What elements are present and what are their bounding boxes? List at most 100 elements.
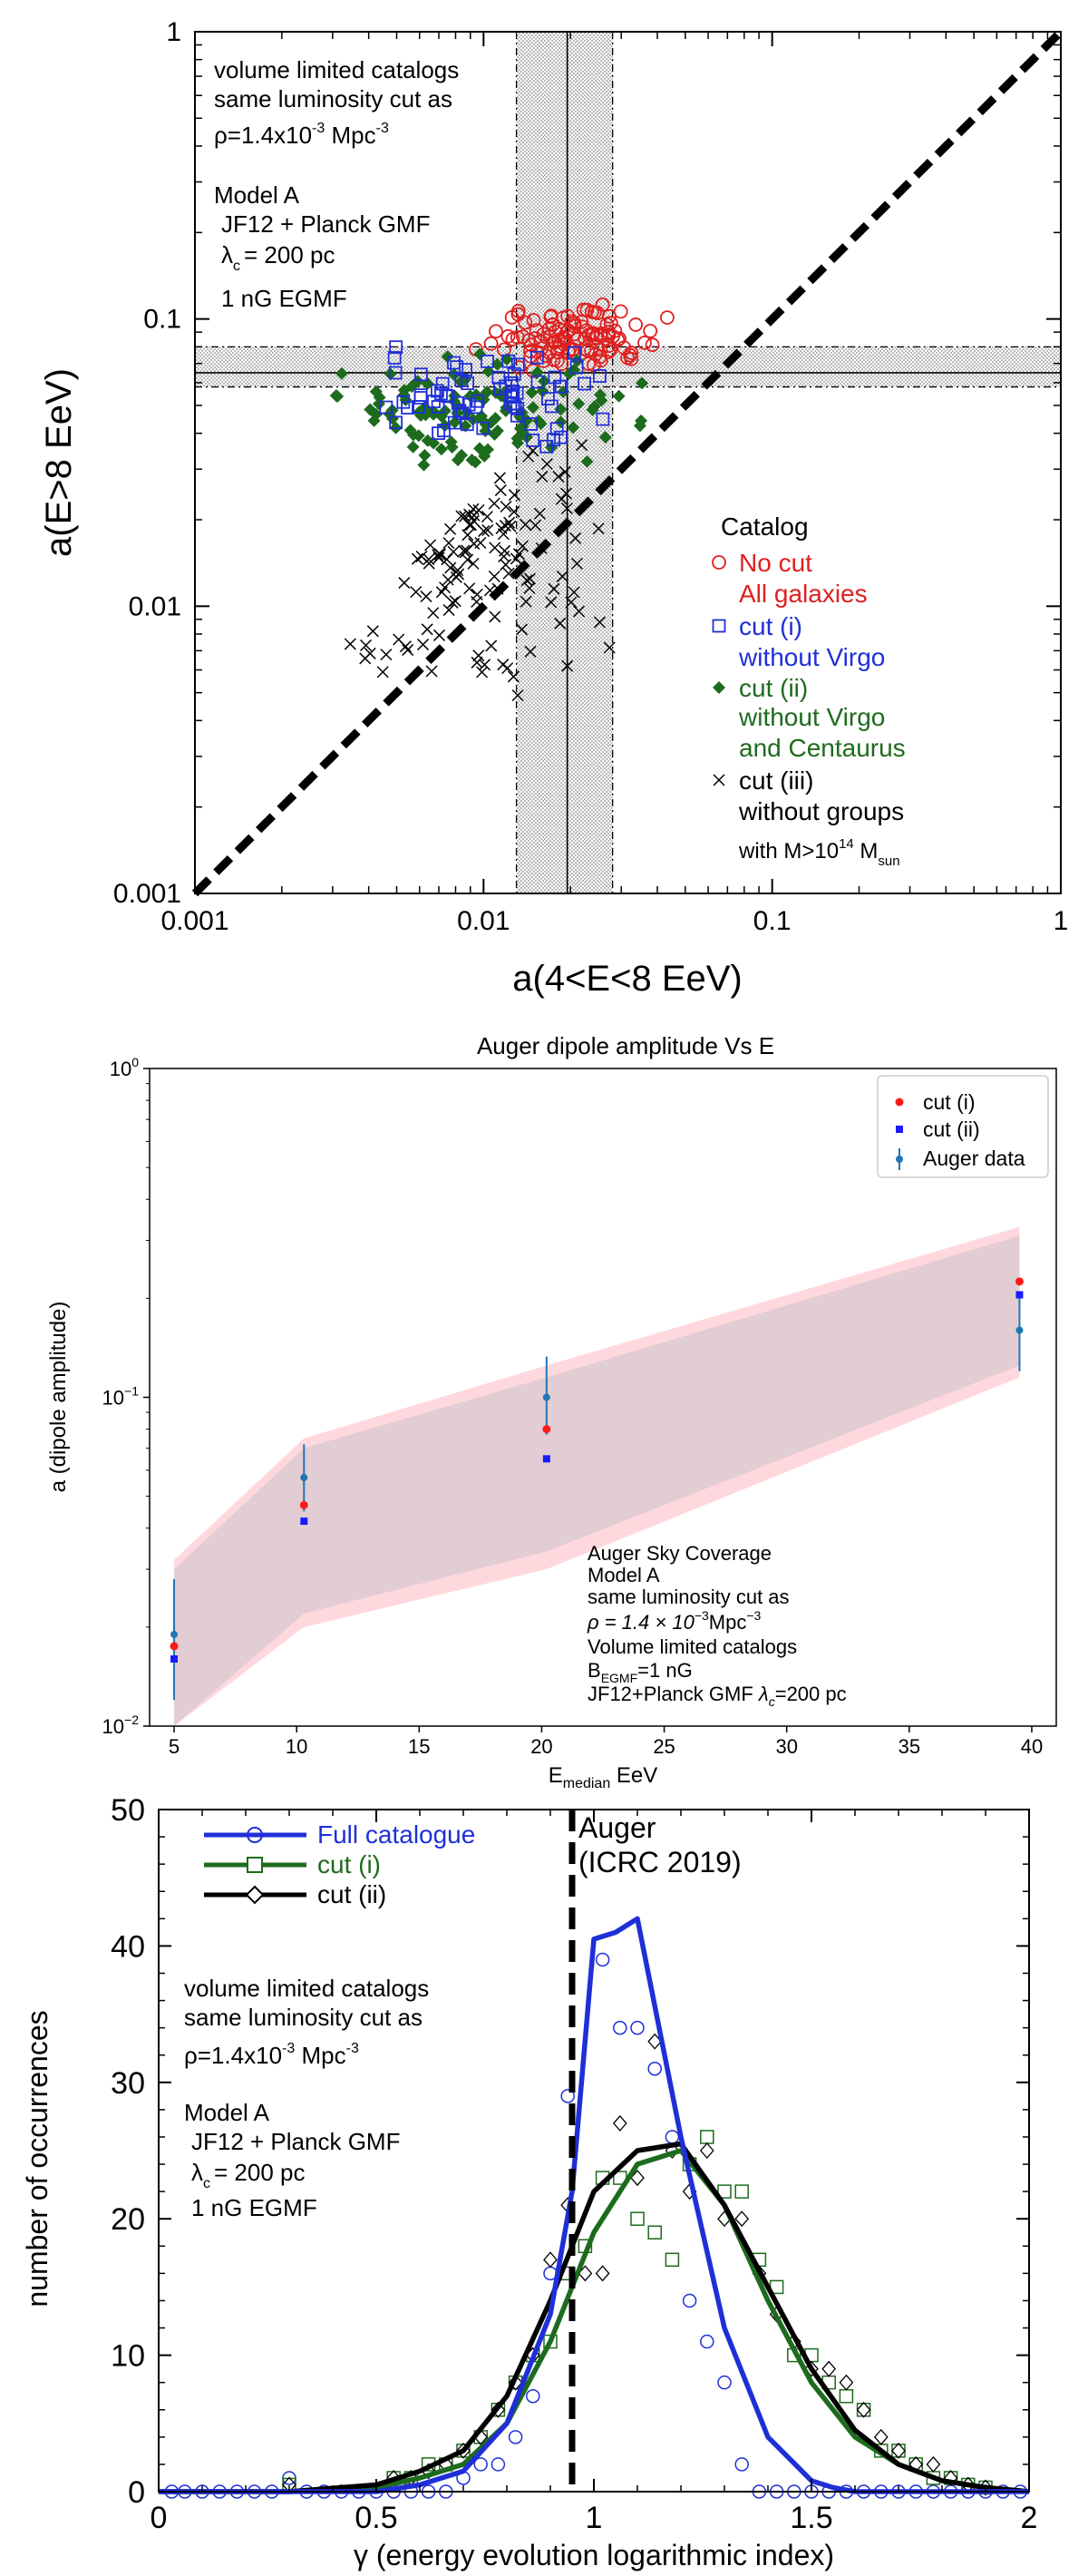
cut-ii-point (300, 1517, 308, 1526)
point-diamond (335, 366, 348, 380)
point-square (499, 379, 513, 394)
legend: Full catalogue cut (i) cut (ii) (204, 1820, 475, 1908)
point-x (519, 518, 532, 531)
point-x (421, 623, 433, 636)
point-x (515, 623, 529, 636)
point-x (545, 596, 558, 609)
point-circle (613, 304, 628, 319)
point-x (529, 519, 542, 532)
point-square (554, 379, 568, 394)
legend-cut-i-marker (247, 1857, 263, 1873)
auger-icrc-label: (ICRC 2019) (578, 1846, 742, 1878)
point-circle (544, 308, 559, 324)
annot-density: ρ = 1.4 × 10−3Mpc−3 (587, 1608, 762, 1634)
y-tick-label: 0.1 (143, 305, 181, 335)
x-tick-label: 2 (1021, 2501, 1038, 2535)
point-x (424, 539, 437, 551)
point-x (417, 639, 430, 651)
auger-point (300, 1473, 308, 1481)
point-diamond (473, 442, 487, 455)
x-tick-label: 40 (1021, 1735, 1043, 1758)
point-diamond (364, 403, 377, 416)
point-diamond (491, 357, 504, 371)
point-circle (603, 342, 617, 357)
point-circle (659, 310, 675, 325)
point-diamond (636, 376, 649, 390)
point-circle (548, 335, 563, 349)
point-x (524, 645, 537, 658)
x-tick-label: 1 (1054, 906, 1069, 936)
legend-auger-label: Auger data (923, 1147, 1025, 1170)
point-x (500, 559, 512, 571)
point-x (556, 570, 568, 583)
text-catalogs: volume limited catalogs (214, 56, 459, 83)
y-tick-label: 1 (166, 17, 181, 47)
point-diamond (491, 424, 504, 437)
point-x (442, 573, 454, 586)
full-point (700, 2334, 714, 2349)
point-square (427, 395, 441, 409)
point-x (402, 644, 414, 657)
point-x (471, 588, 483, 600)
point-square (541, 392, 555, 406)
y-tick-label: 10−1 (102, 1384, 140, 1410)
cut-ii-point (491, 2401, 506, 2418)
legend-cut-i-label: cut (i) (923, 1090, 976, 1114)
point-x (376, 666, 389, 678)
full-point (508, 2430, 523, 2444)
auger-x-band (516, 32, 613, 893)
text-egmf: 1 nG EGMF (191, 2194, 317, 2221)
cut-ii-point (699, 2142, 714, 2159)
legend-full-marker (247, 1827, 263, 1843)
cut-ii-point (612, 2114, 627, 2132)
point-square (530, 375, 545, 389)
point-square (450, 360, 464, 375)
point-square (414, 367, 428, 382)
legend-cut-ii-label: cut (ii) (739, 674, 808, 702)
point-x (447, 545, 460, 558)
point-x (527, 444, 539, 457)
point-square (524, 417, 539, 431)
point-x (536, 470, 549, 483)
x-axis-label: γ (energy evolution logarithmic index) (354, 2539, 834, 2571)
point-diamond (418, 449, 432, 463)
legend-box (877, 1075, 1049, 1178)
point-diamond (525, 385, 539, 399)
legend: cut (i) cut (ii) Auger data (877, 1075, 1049, 1178)
text-catalogs: volume limited catalogs (184, 1975, 429, 2002)
legend-cut-i-desc: without Virgo (738, 643, 885, 671)
point-x (442, 604, 455, 617)
annot-lumcut: same luminosity cut as (588, 1586, 790, 1608)
point-x (472, 649, 485, 662)
point-diamond (481, 365, 495, 378)
text-model: Model A (184, 2099, 270, 2126)
point-diamond (406, 440, 420, 454)
point-x (364, 647, 376, 659)
x-tick-label: 1.5 (790, 2501, 832, 2535)
point-x (468, 509, 481, 522)
point-x (366, 625, 379, 638)
point-circle (601, 324, 616, 339)
x-tick-label: 30 (775, 1735, 797, 1758)
point-square (460, 417, 474, 432)
legend-cut-i-marker (712, 619, 726, 633)
point-diamond (459, 419, 472, 433)
point-diamond (473, 347, 487, 361)
point-square (554, 430, 568, 444)
y-tick-label: 0 (128, 2475, 145, 2510)
point-x (520, 574, 533, 587)
point-x (411, 552, 423, 565)
point-circle (637, 336, 652, 350)
x-axis-label: a(4<E<8 EeV) (512, 959, 743, 999)
full-point (630, 2020, 645, 2035)
legend-cut-iii-desc: without groups (738, 797, 904, 825)
point-diamond (484, 415, 498, 429)
point-x (420, 590, 432, 603)
point-circle (556, 330, 571, 345)
point-square (596, 412, 610, 426)
point-x (502, 567, 515, 580)
y-axis-label: number of occurrences (21, 2010, 53, 2307)
legend-cut-ii-marker (245, 1885, 265, 1905)
point-x (481, 511, 493, 523)
point-circle (510, 307, 526, 322)
